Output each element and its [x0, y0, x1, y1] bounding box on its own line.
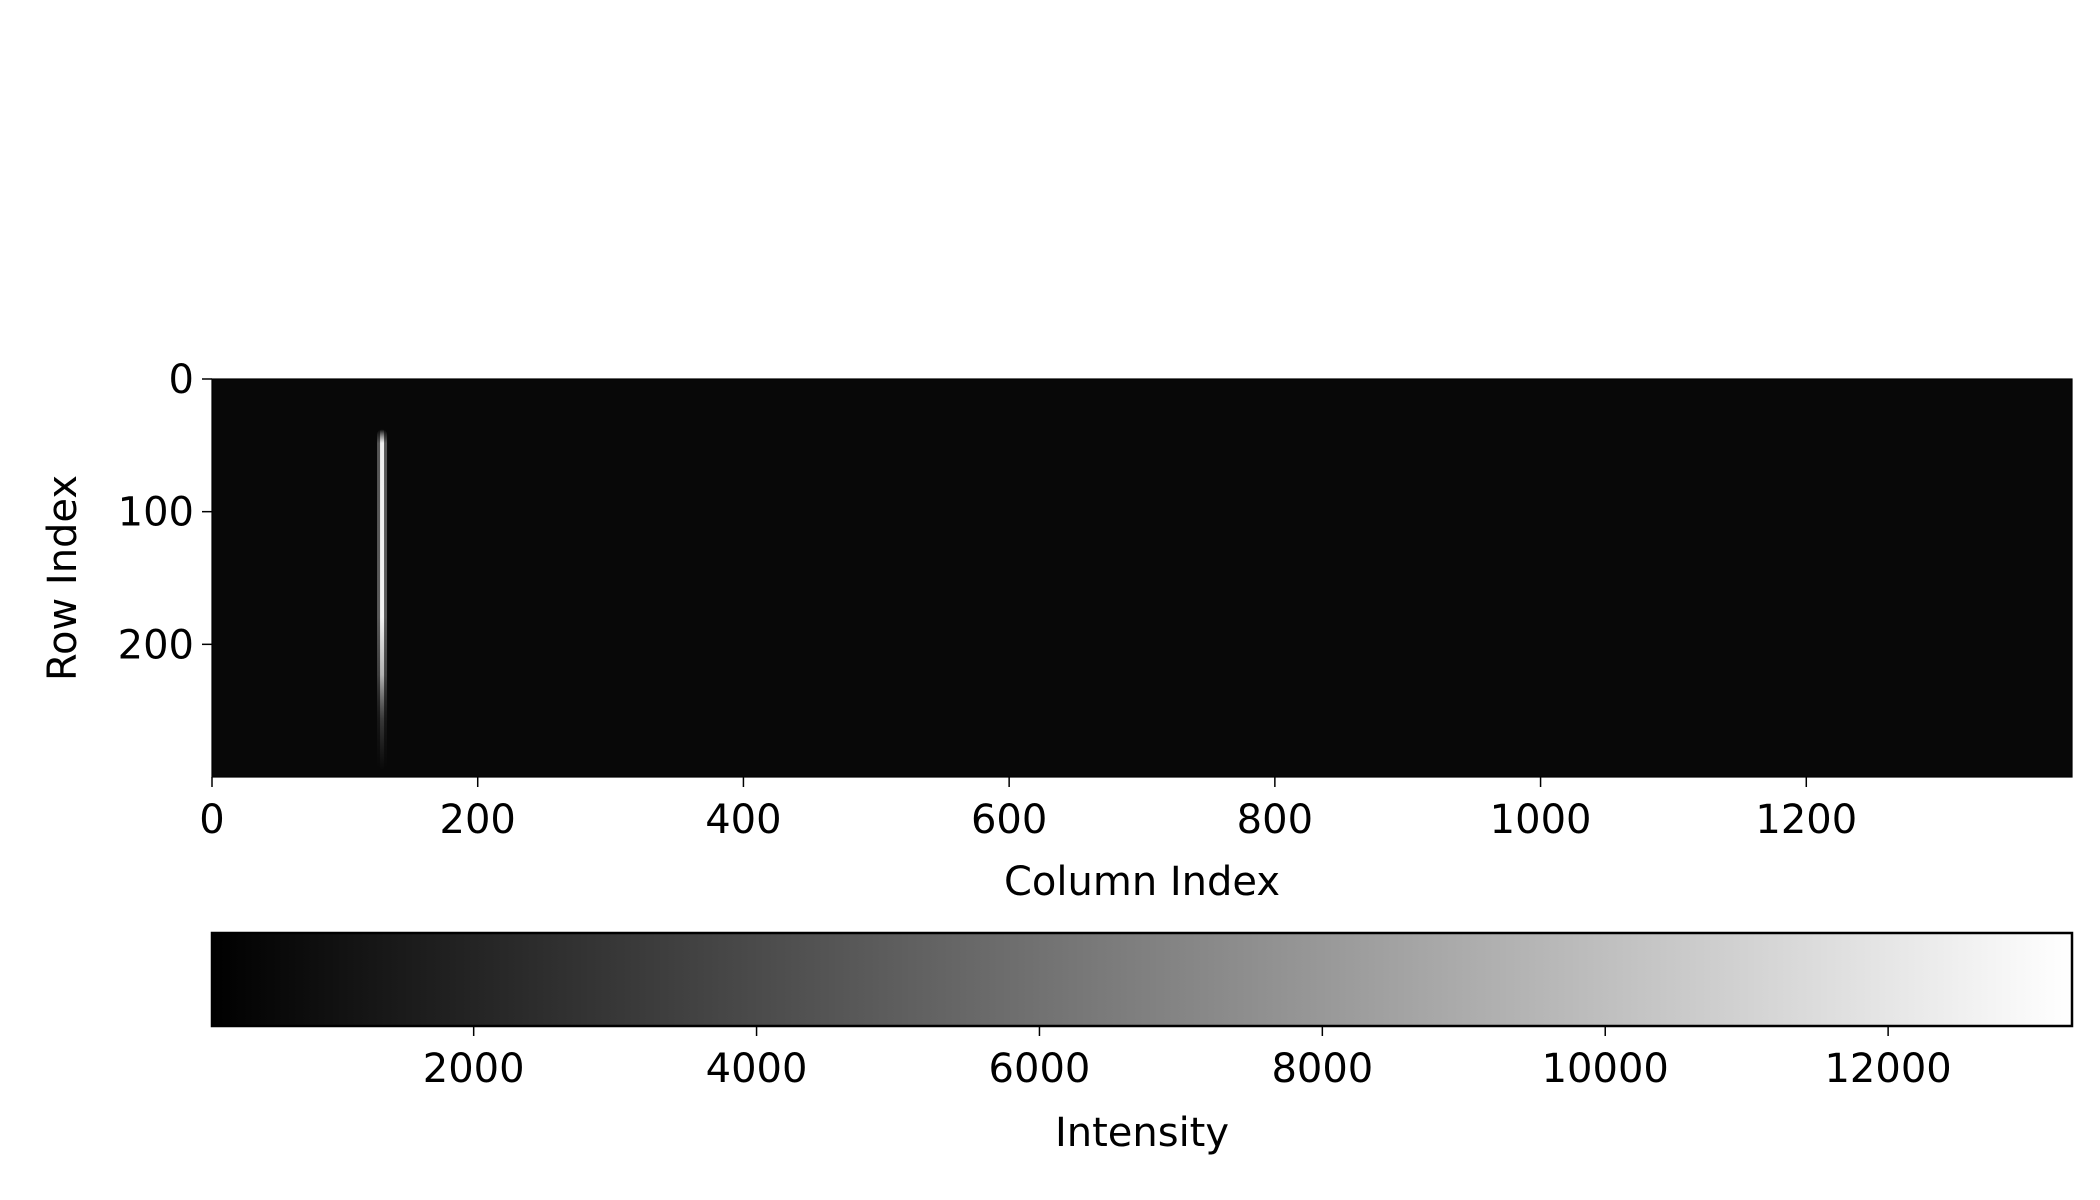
colorbar-tick-label: 2000 — [423, 1046, 525, 1092]
heatmap-features — [377, 429, 388, 771]
x-axis-label: Column Index — [1004, 859, 1280, 905]
y-axis: 0 100 200 — [118, 357, 212, 668]
y-tick-label: 0 — [169, 357, 194, 403]
heatmap-image — [212, 379, 2072, 777]
colorbar-axis: 2000 4000 6000 8000 10000 12000 — [423, 1026, 1952, 1092]
colorbar-tick-label: 6000 — [989, 1046, 1091, 1092]
colorbar-tick-label: 4000 — [706, 1046, 808, 1092]
plot-frame — [211, 378, 2073, 778]
intensity-streak — [380, 429, 385, 771]
x-tick-label: 1000 — [1490, 797, 1592, 843]
colorbar-tick-label: 12000 — [1824, 1046, 1951, 1092]
x-tick-label: 200 — [440, 797, 516, 843]
y-tick-label: 100 — [118, 490, 194, 536]
x-tick-label: 400 — [705, 797, 781, 843]
x-tick-label: 1200 — [1755, 797, 1857, 843]
colorbar-tick-label: 10000 — [1542, 1046, 1669, 1092]
x-tick-label: 600 — [971, 797, 1047, 843]
colorbar — [210, 931, 2074, 1028]
x-axis: 0 200 400 600 800 1000 1200 — [199, 777, 1857, 843]
colorbar-label: Intensity — [1055, 1110, 1229, 1156]
x-tick-label: 0 — [199, 797, 224, 843]
colorbar-tick-label: 8000 — [1271, 1046, 1373, 1092]
y-tick-label: 200 — [118, 622, 194, 668]
y-axis-label: Row Index — [40, 475, 86, 681]
x-tick-label: 800 — [1237, 797, 1313, 843]
